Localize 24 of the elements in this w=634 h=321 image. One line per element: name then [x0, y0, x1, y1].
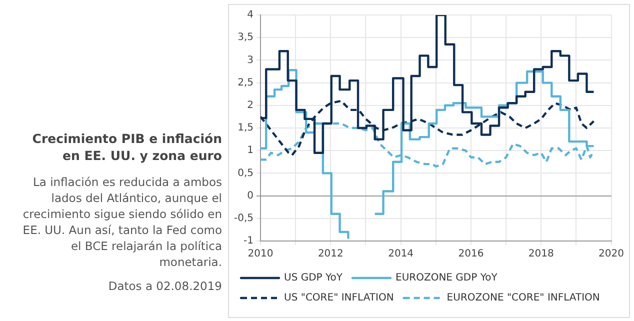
y-tick-label: 3 [247, 54, 254, 66]
legend-label: US "CORE" INFLATION [284, 292, 394, 304]
x-tick-label: 2016 [458, 248, 484, 260]
legend-label: US GDP YoY [284, 272, 344, 284]
legend-label: EUROZONE GDP YoY [396, 272, 498, 284]
y-tick-label: 2 [247, 100, 254, 111]
x-tick-label: 2020 [598, 248, 624, 260]
x-tick-label: 2018 [528, 248, 554, 260]
y-tick-label: -0,5 [234, 212, 254, 224]
y-tick-label: -1 [244, 236, 254, 247]
text: La inflación es reducida a ambos lados del Atlántico, aunque el crecimiento sigue siendo sólido en EE. UU. Aun así, tanto la Fed como el BCE relajarán la política monetaria. [22, 174, 222, 270]
y-tick-label: 0,5 [238, 168, 254, 179]
text: Crecimiento PIB e inflación en EE. UU. y zona euro [31, 130, 222, 164]
y-tick-label: 4 [247, 10, 254, 21]
y-tick-label: 1,5 [238, 122, 254, 134]
y-tick-label: 1 [247, 145, 254, 156]
x-tick-label: 2014 [388, 248, 414, 260]
legend-label: EUROZONE "CORE" INFLATION [446, 292, 600, 304]
x-tick-label: 2012 [318, 248, 344, 260]
text: Datos a 02.08.2019 [107, 278, 222, 294]
y-tick-label: 2,5 [238, 77, 254, 88]
x-tick-label: 2010 [248, 248, 274, 260]
y-tick-label: 3,5 [238, 32, 254, 44]
y-tick-label: 0 [247, 190, 254, 202]
